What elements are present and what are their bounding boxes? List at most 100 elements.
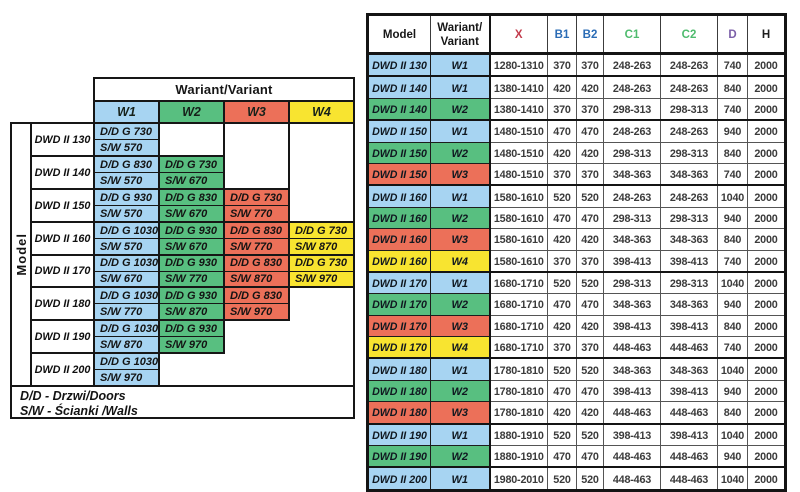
model-cell-label: DWD II 140	[372, 103, 427, 116]
dim-value-cell-label: 448-463	[669, 473, 709, 486]
dim-value-cell: 248-263	[660, 184, 718, 208]
dim-value-cell: 2000	[747, 162, 786, 186]
dim-value-cell: 448-463	[660, 445, 718, 468]
dim-value-cell-label: 398-413	[669, 320, 709, 333]
dim-value-cell: 420	[576, 314, 604, 338]
doors-value: D/D G 730	[95, 124, 158, 140]
dim-value-cell: 420	[576, 75, 604, 99]
dim-value-cell: 248-263	[603, 184, 661, 208]
dim-value-cell-label: 1880-1910	[493, 451, 544, 464]
model-cell: DWD II 190	[367, 445, 431, 468]
dim-value-cell: 398-413	[660, 379, 718, 403]
variant-cell-label: W4	[451, 342, 469, 355]
dim-value-cell-label: 298-313	[669, 278, 709, 291]
dim-value-cell: 448-463	[660, 466, 718, 491]
dimension-row: DWD II 140 W2 1380-1410 370 370 298-313 298-31…	[367, 97, 786, 121]
walls-value: S/W 770	[225, 239, 288, 254]
doors-value: D/D G 930	[160, 223, 223, 239]
dim-value-cell: 1480-1510	[488, 119, 548, 143]
col-header-label: X	[514, 28, 523, 41]
dim-value-cell: 1680-1710	[488, 270, 548, 295]
walls-value-label: S/W 670	[165, 240, 208, 253]
dimension-row: DWD II 160 W4 1580-1610 370 370 398-413 398-41…	[367, 249, 786, 273]
model-cell: DWD II 160	[367, 228, 431, 251]
dim-value-cell-label: 420	[553, 320, 571, 333]
dim-value-cell-label: 348-363	[612, 364, 652, 377]
legend-box: D/D - Drzwi/Doors S/W - Ścianki /Walls	[10, 385, 355, 419]
dim-value-cell: 740	[717, 53, 748, 77]
doors-value: D/D G 1030	[95, 354, 158, 370]
dim-value-cell: 470	[576, 119, 604, 143]
variant-cell: W1	[430, 119, 490, 143]
doors-value-label: D/D G 830	[230, 224, 282, 237]
doors-value: D/D G 1030	[95, 321, 158, 337]
dim-value-cell: 470	[547, 206, 577, 230]
doors-value-label: D/D G 730	[295, 224, 347, 237]
dim-value-cell: 1040	[717, 357, 748, 381]
walls-value-label: S/W 870	[165, 305, 208, 318]
dim-value-cell: 2000	[747, 119, 786, 143]
variant-cell-label: W2	[451, 103, 469, 116]
dim-value-cell: 2000	[747, 206, 786, 230]
dim-value-cell: 940	[717, 119, 748, 143]
dim-value-cell-label: 348-363	[612, 299, 652, 312]
dim-value-cell-label: 448-463	[612, 473, 652, 486]
dim-value-cell: 2000	[747, 445, 786, 468]
walls-value: S/W 970	[290, 272, 353, 287]
model-cell: DWD II 170	[367, 293, 431, 316]
model-name-label: DWD II 140	[34, 166, 91, 179]
doors-value-label: D/D G 1030	[100, 355, 159, 368]
dim-value-cell: 1380-1410	[488, 97, 548, 121]
dim-value-cell: 1580-1610	[488, 228, 548, 251]
dim-value-cell-label: 1580-1610	[493, 255, 544, 268]
dim-value-cell: 470	[576, 206, 604, 230]
walls-value-label: S/W 870	[295, 240, 338, 253]
model-name-label: DWD II 200	[34, 363, 91, 376]
dimension-row: DWD II 180 W1 1780-1810 520 520 348-363 348-36…	[367, 357, 786, 381]
dim-value-cell: 2000	[747, 293, 786, 316]
variant-cell-label: W1	[451, 126, 469, 139]
dim-value-cell: 348-363	[660, 357, 718, 381]
dimension-row: DWD II 150 W2 1480-1510 420 420 298-313 298-31…	[367, 141, 786, 164]
legend-line: D/D - Drzwi/Doors	[20, 389, 353, 404]
dim-value-cell: 940	[717, 206, 748, 230]
dim-value-cell: 348-363	[603, 357, 661, 381]
model-cell: DWD II 190	[367, 422, 431, 447]
dimensions-grid: Model Wariant/Variant X B1 B2 C1 C2 D H DWD II 13…	[366, 13, 787, 492]
dim-value-cell-label: 1680-1710	[493, 342, 544, 355]
model-cell-label: DWD II 130	[372, 60, 427, 73]
variant-cell-label: W1	[451, 278, 469, 291]
variant-col-header: W2	[158, 100, 225, 124]
dim-value-cell-label: 840	[723, 407, 742, 420]
model-cell: DWD II 160	[367, 206, 431, 230]
dim-value-cell-label: 470	[581, 386, 599, 399]
variant-col-header-label: W3	[247, 105, 266, 119]
dim-value-cell-label: 940	[723, 386, 742, 399]
dim-value-cell: 298-313	[660, 141, 718, 164]
dim-value-cell: 398-413	[660, 314, 718, 338]
variant-cell: W3	[430, 314, 490, 338]
doors-value-label: D/D G 1030	[100, 289, 159, 302]
dim-value-cell-label: 2000	[754, 342, 778, 355]
dim-value-cell-label: 740	[723, 169, 742, 182]
dimension-row: DWD II 160 W1 1580-1610 520 520 248-263 248-26…	[367, 184, 786, 208]
dim-value-cell: 2000	[747, 336, 786, 359]
dim-value-cell-label: 370	[581, 60, 599, 73]
variant-header-label: Wariant/Variant	[175, 82, 273, 97]
dim-value-cell-label: 1580-1610	[493, 212, 544, 225]
variant-cell: W3	[430, 401, 490, 425]
dim-value-cell: 520	[547, 422, 577, 447]
col-header-label: Wariant/Variant	[437, 21, 483, 49]
dim-value-cell-label: 420	[581, 320, 599, 333]
col-header-label: D	[728, 28, 737, 41]
dim-value-cell: 248-263	[660, 119, 718, 143]
doors-value-label: D/D G 830	[230, 257, 282, 270]
dim-value-cell-label: 370	[581, 103, 599, 116]
dim-value-cell: 298-313	[603, 206, 661, 230]
dim-value-cell-label: 370	[553, 169, 571, 182]
dim-value-cell: 398-413	[603, 379, 661, 403]
dim-value-cell-label: 348-363	[669, 169, 709, 182]
variant-col-header: W3	[223, 100, 290, 124]
doors-value: D/D G 830	[225, 223, 288, 239]
walls-value: S/W 970	[160, 337, 223, 352]
